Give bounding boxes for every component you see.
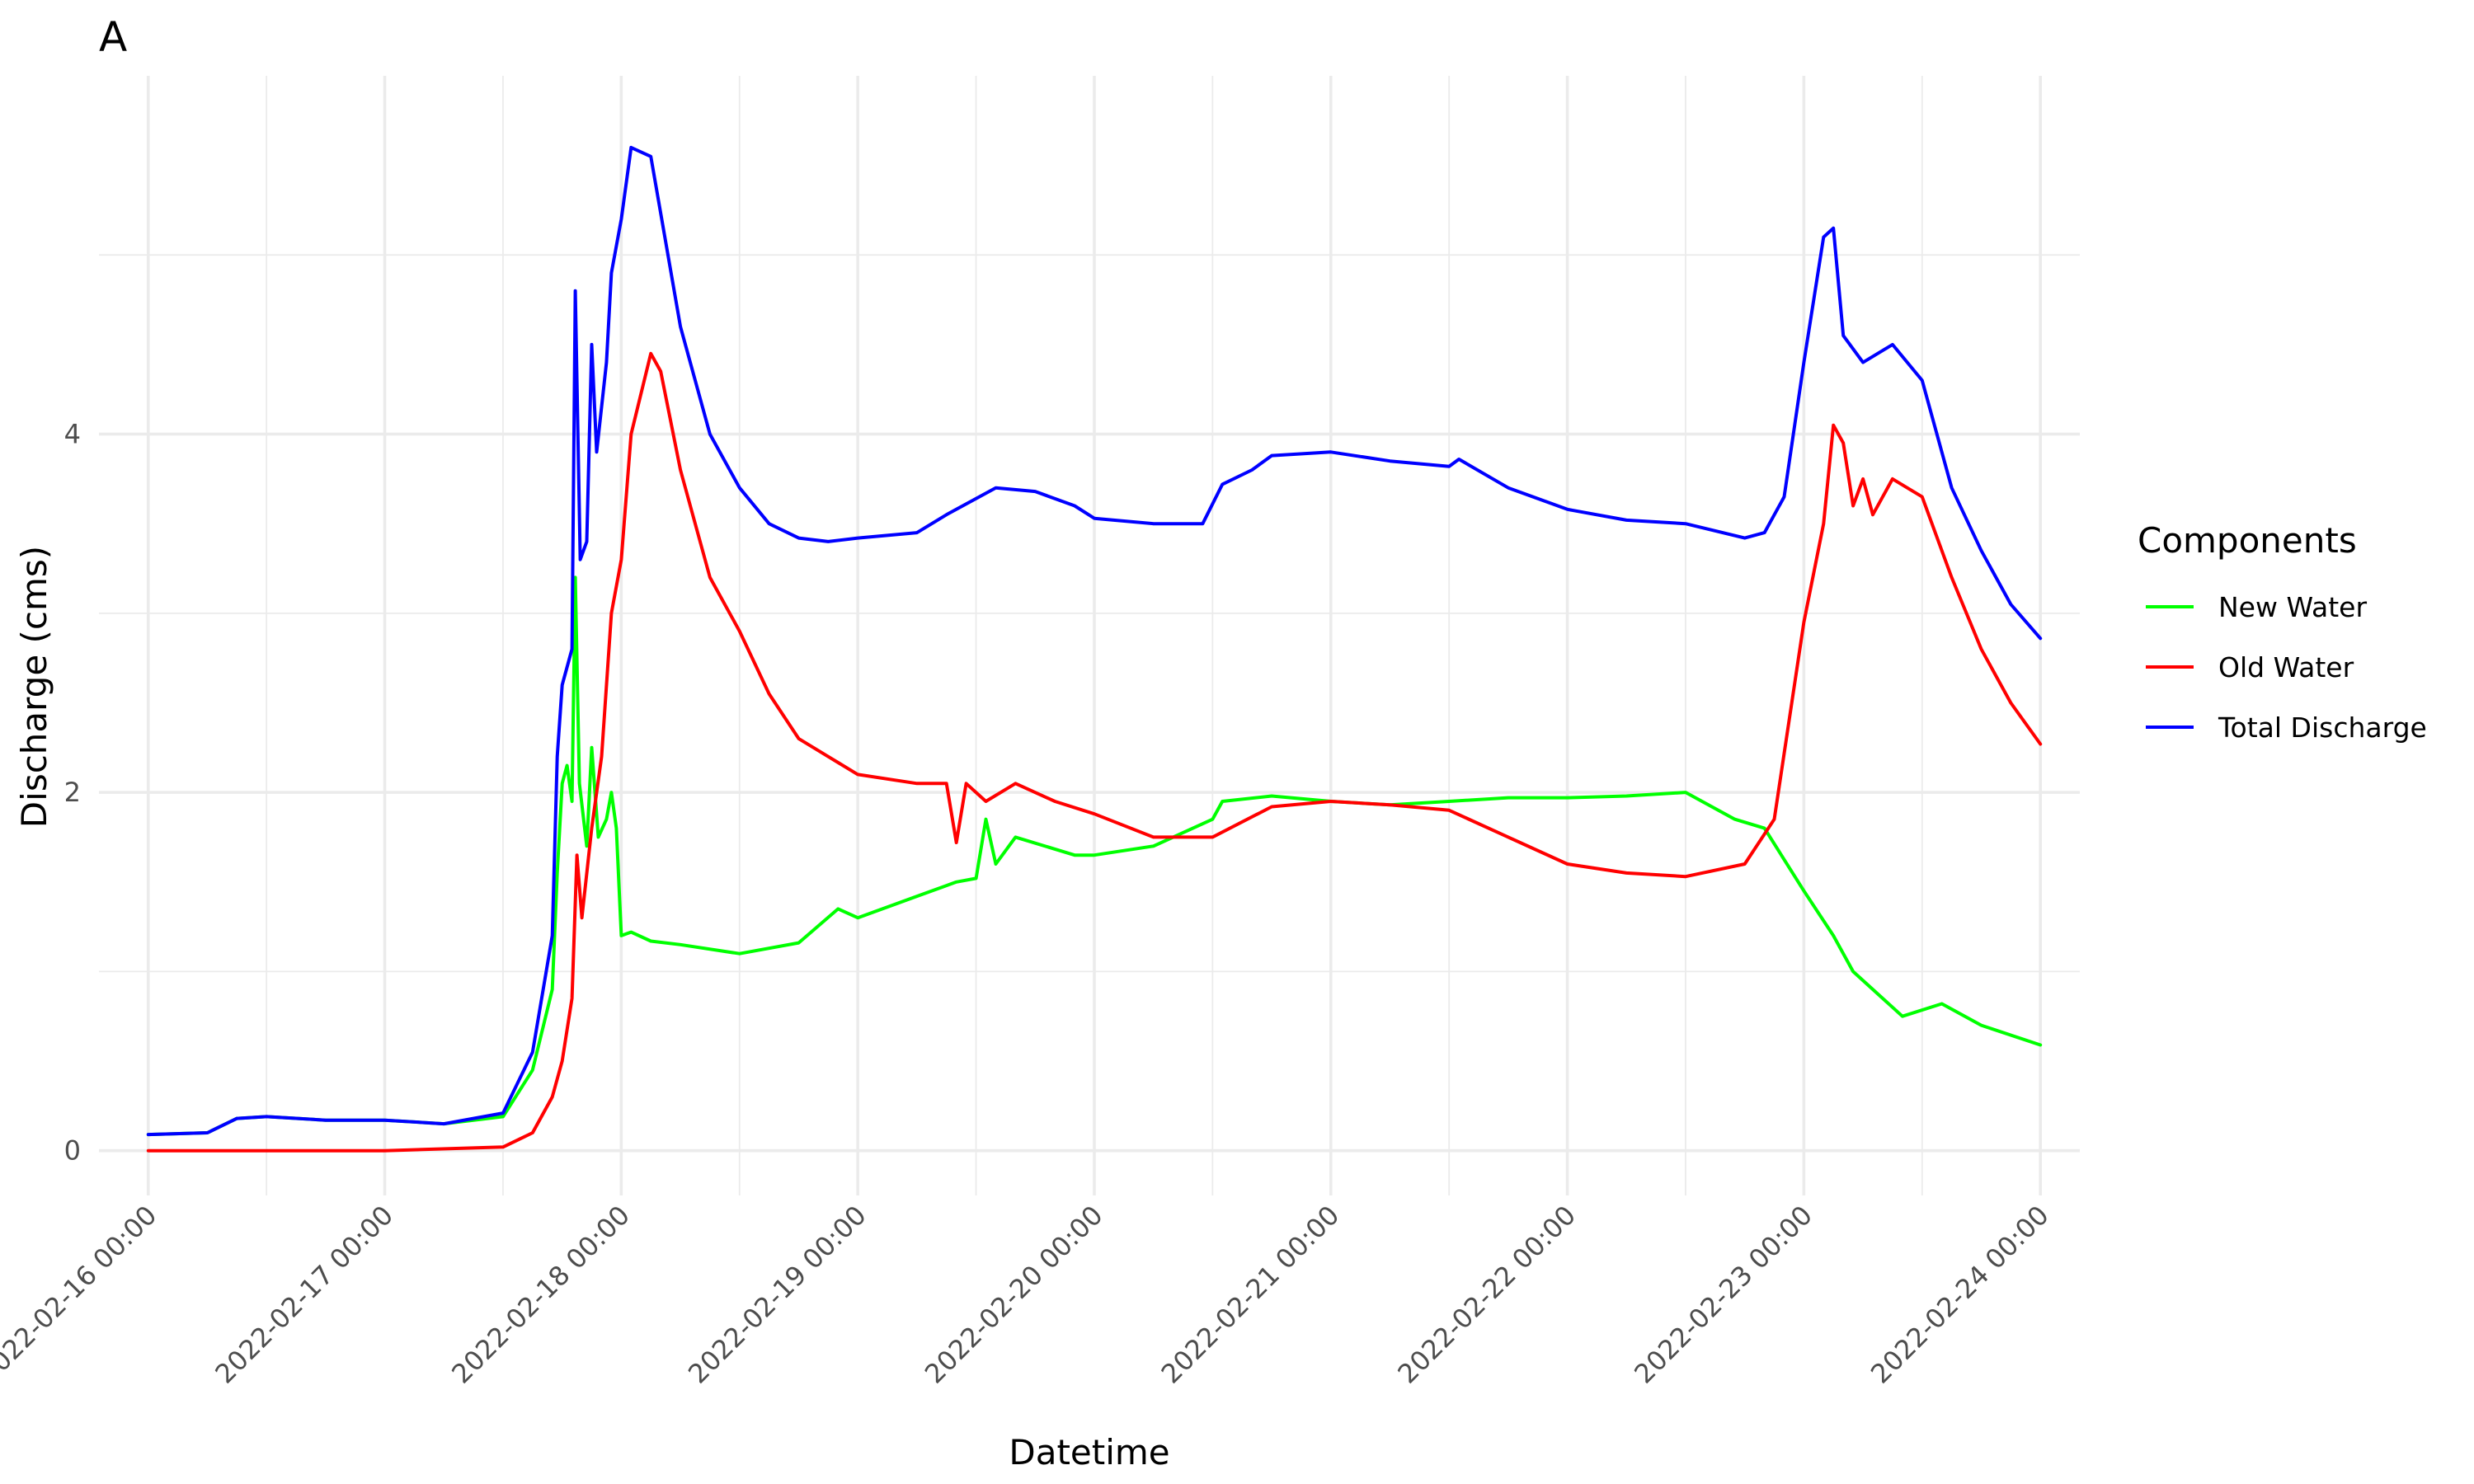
y-axis-title: Discharge (cms)	[14, 546, 54, 828]
x-axis-ticks: 2022-02-16 00:00 2022-02-17 00:00 2022-02-…	[0, 1200, 2055, 1390]
x-tick-label: 2022-02-24 00:00	[1865, 1200, 2055, 1390]
legend: Components New Water Old Water Total Disch…	[2138, 520, 2427, 744]
x-tick-label: 2022-02-20 00:00	[919, 1200, 1109, 1390]
series-lines	[146, 145, 2043, 1153]
x-tick-label: 2022-02-22 00:00	[1391, 1200, 1582, 1390]
series-line-total-discharge	[146, 145, 2043, 1137]
y-axis-ticks: 0 2 4	[64, 419, 81, 1167]
legend-label: Total Discharge	[2218, 711, 2427, 744]
x-tick-label: 2022-02-19 00:00	[682, 1200, 872, 1390]
x-tick-label: 2022-02-16 00:00	[0, 1200, 162, 1390]
y-tick-label: 4	[64, 419, 81, 450]
legend-title: Components	[2138, 520, 2357, 561]
x-tick-label: 2022-02-21 00:00	[1155, 1200, 1346, 1390]
x-tick-label: 2022-02-23 00:00	[1628, 1200, 1818, 1390]
legend-label: New Water	[2218, 591, 2367, 623]
x-tick-label: 2022-02-17 00:00	[209, 1200, 399, 1390]
y-tick-label: 2	[64, 777, 81, 808]
legend-label: Old Water	[2218, 651, 2354, 683]
y-tick-label: 0	[64, 1135, 81, 1167]
x-tick-label: 2022-02-18 00:00	[445, 1200, 636, 1390]
series-line-new-water	[146, 575, 2043, 1137]
x-axis-title: Datetime	[1009, 1432, 1169, 1472]
series-line-old-water	[146, 351, 2043, 1153]
panel-tag: A	[99, 13, 127, 61]
grid	[99, 76, 2080, 1195]
